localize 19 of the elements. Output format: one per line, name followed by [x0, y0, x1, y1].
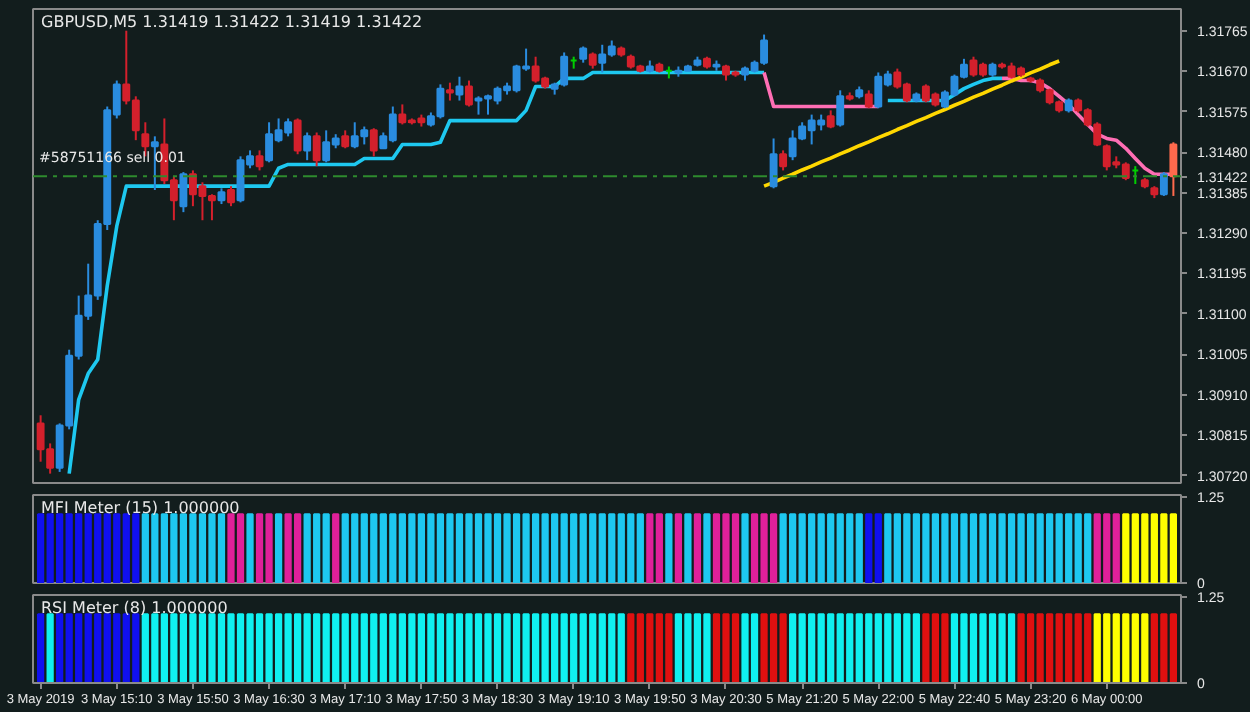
chart-title: RSI Meter (8) 1.000000: [41, 599, 228, 617]
candlestick: [303, 131, 312, 162]
line-series: [762, 59, 1061, 188]
candlestick: [312, 131, 321, 168]
candlestick: [150, 135, 159, 191]
candlestick: [179, 171, 188, 214]
candlestick: [465, 79, 473, 108]
chart-title: MFI Meter (15) 1.000000: [41, 499, 240, 517]
chart-title: GBPUSD,M5 1.31419 1.31422 1.31419 1.31422: [41, 13, 423, 31]
candlestick: [369, 127, 378, 158]
candlestick: [1159, 171, 1168, 197]
candlestick: [227, 185, 235, 208]
candlestick: [769, 137, 778, 190]
candlestick: [1169, 141, 1178, 197]
candlestick: [779, 149, 788, 172]
candlestick: [255, 149, 264, 172]
candlestick: [836, 89, 845, 128]
candlestick: [293, 117, 302, 156]
candlestick: [455, 75, 464, 102]
